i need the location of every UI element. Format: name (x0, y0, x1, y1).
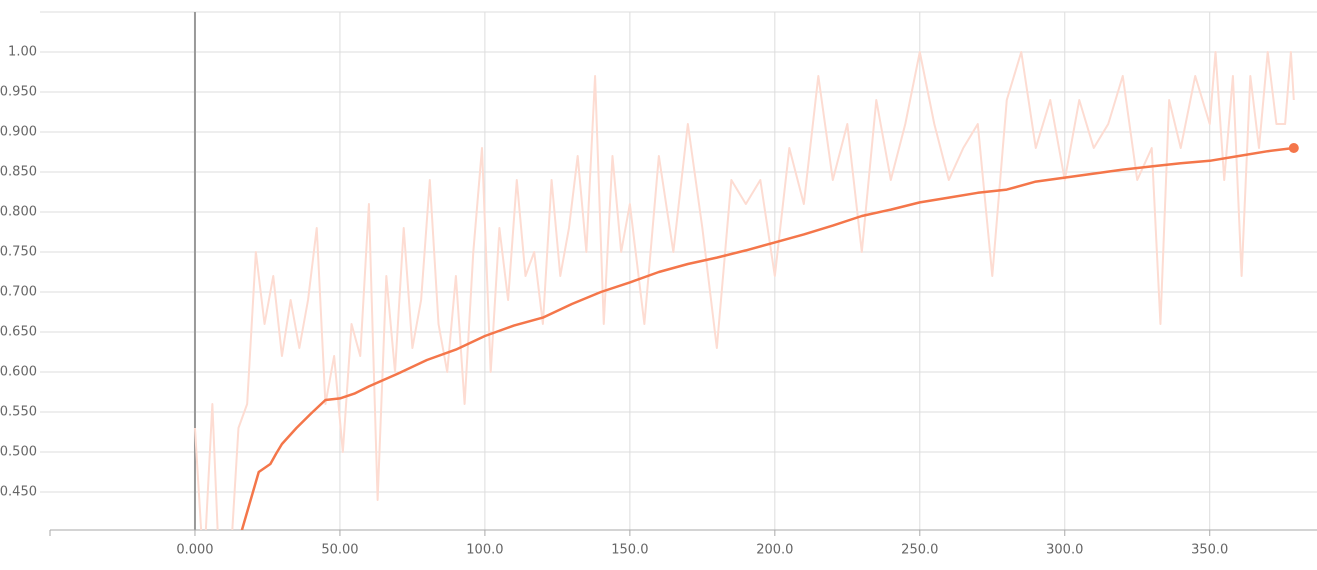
x-tick-label: 200.0 (756, 543, 793, 558)
y-tick-label: 0.650 (0, 325, 37, 340)
x-tick-label: 100.0 (466, 543, 503, 558)
y-tick-label: 0.550 (0, 405, 37, 420)
y-tick-label: 0.750 (0, 245, 37, 260)
x-tick-label: 250.0 (901, 543, 938, 558)
x-tick-label: 300.0 (1046, 543, 1083, 558)
raw-line (193, 51, 1295, 530)
y-tick-label: 0.950 (0, 85, 37, 100)
y-tick-label: 1.00 (8, 45, 37, 60)
last-point (1288, 143, 1299, 153)
y-tick-label: 0.700 (0, 285, 37, 300)
y-tick-label: 0.850 (0, 165, 37, 180)
axis-labels: 0.450 0.500 0.550 0.600 0.650 0.700 0.750 0.800… (0, 45, 1228, 558)
x-tick-label: 50.00 (321, 543, 358, 558)
plot-area (193, 51, 1299, 530)
y-tick-label: 0.450 (0, 485, 37, 500)
x-tick-label: 150.0 (611, 543, 648, 558)
smoothed-line (240, 146, 1294, 530)
y-tick-label: 0.600 (0, 365, 37, 380)
y-tick-label: 0.800 (0, 205, 37, 220)
x-tick-label: 0.000 (176, 543, 213, 558)
y-tick-label: 0.900 (0, 125, 37, 140)
x-tick-label: 350.0 (1191, 543, 1228, 558)
y-tick-label: 0.500 (0, 445, 37, 460)
